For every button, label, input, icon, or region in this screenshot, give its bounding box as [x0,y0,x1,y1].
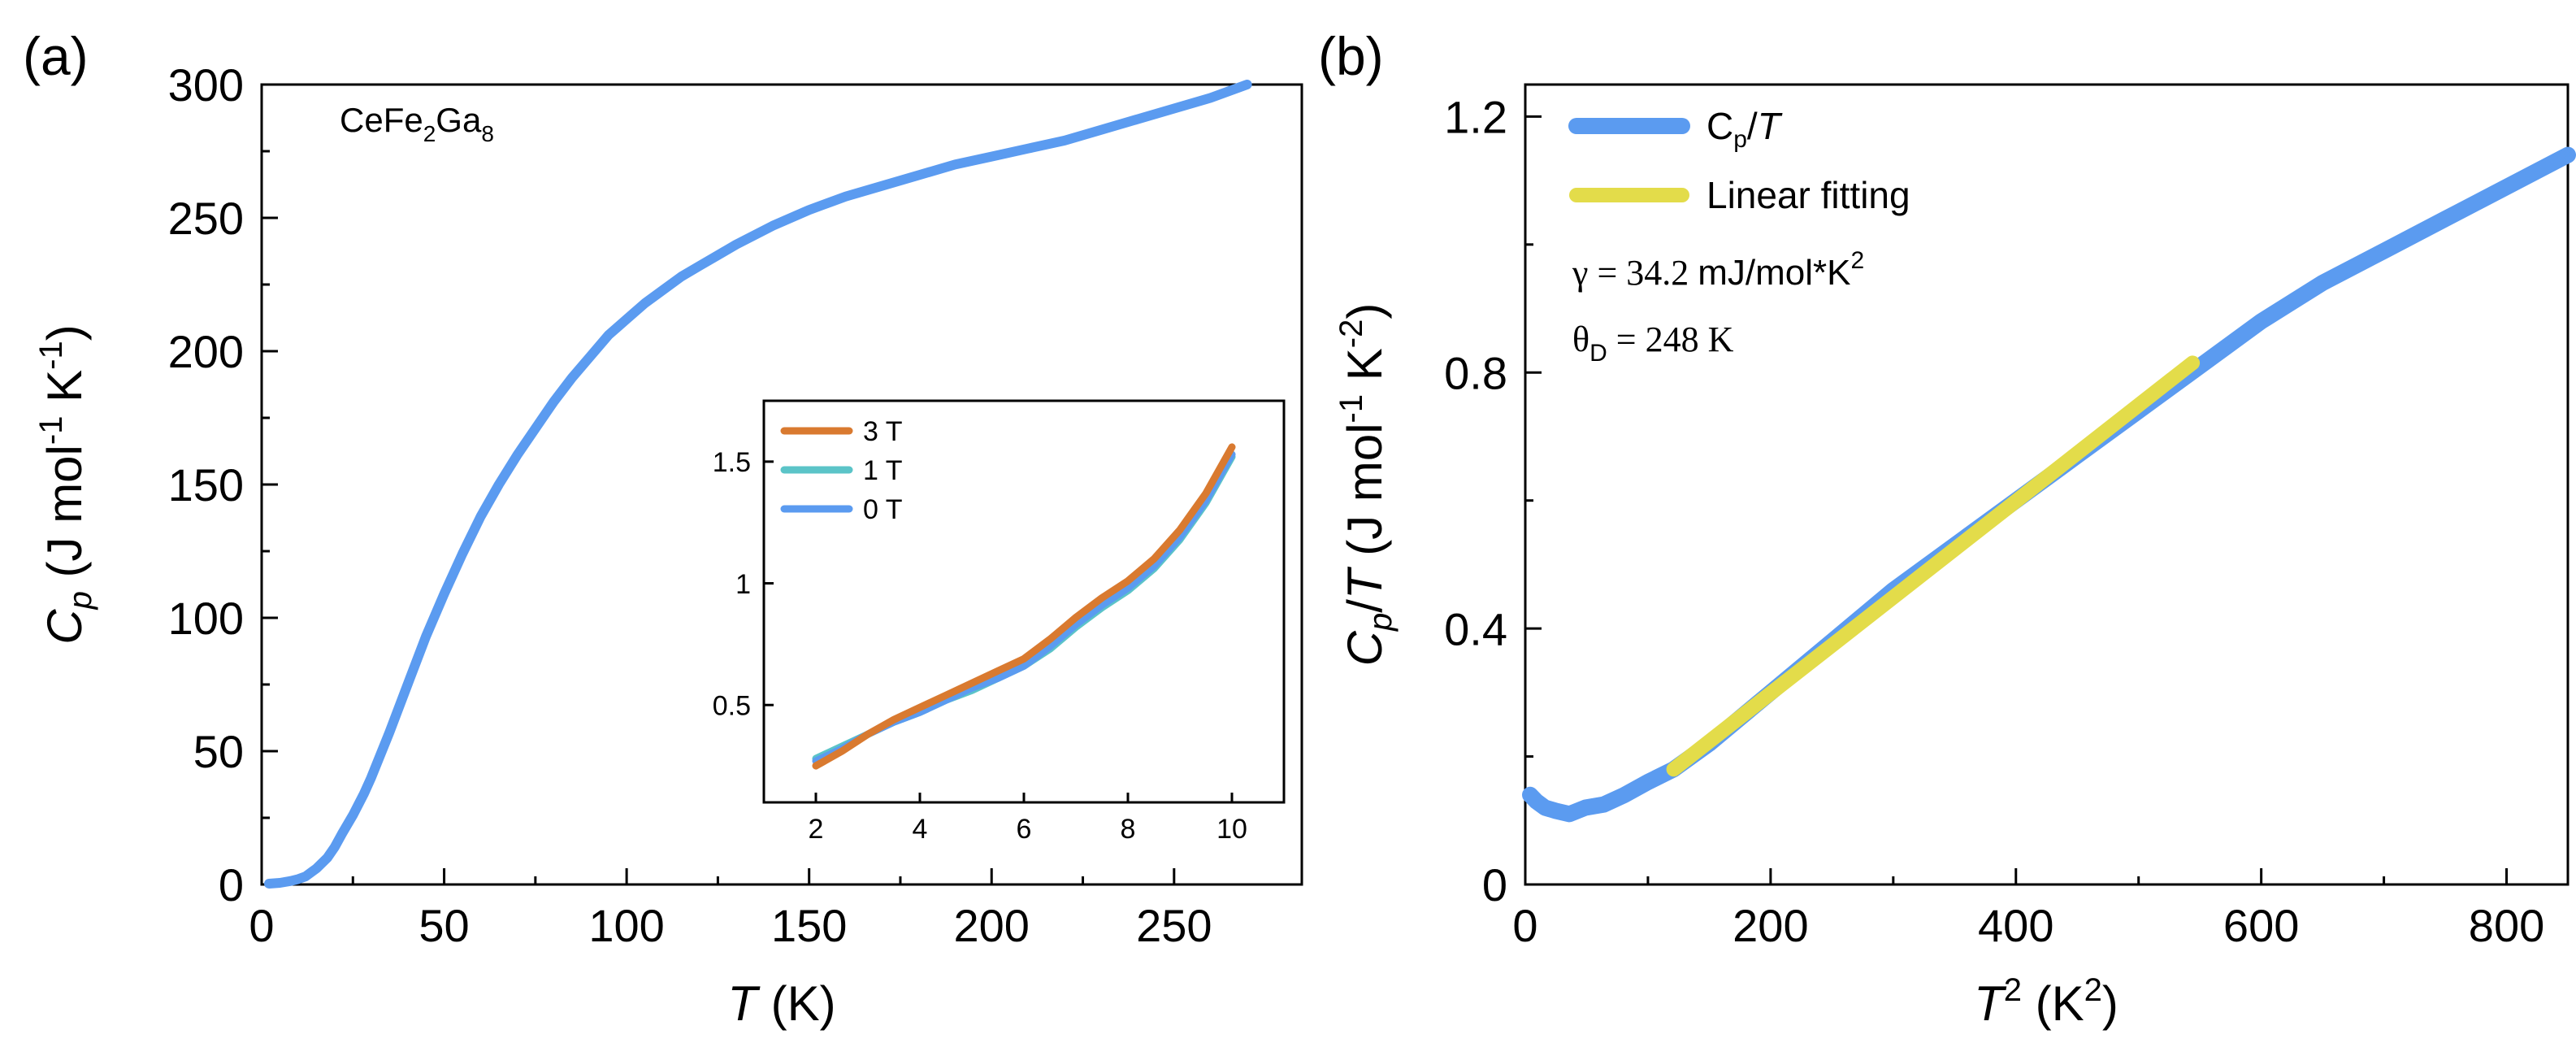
x-tick-label: 4 [913,814,928,845]
panel-a: (a) 0 50 100 150 200 250 0 50 100 150 200 250 300 C… [23,26,1303,1031]
x-tick-label: 50 [418,900,469,951]
x-tick-label: 0 [249,900,274,951]
gamma-annotation: γ = 34.2 mJ/mol*K2 [1572,247,1864,293]
legend-label-cp-over-t: Cp/T [1706,105,1783,153]
y-tick-label: 150 [168,459,244,511]
x-tick-label: 100 [588,900,664,951]
x-tick-label: 400 [1978,900,2053,951]
y-tick-label: 0.8 [1444,347,1507,398]
y-tick-label: 250 [168,193,244,244]
panel-b-y-axis-label: Cp/T (J mol-1 K-2) [1334,303,1399,667]
y-tick-label: 1 [735,569,751,600]
panel-b-frame [1524,83,2569,886]
panel-b-x-ticks: 0 200 400 600 800 [1512,868,2544,951]
x-tick-label: 2 [809,814,824,845]
y-tick-label: 300 [168,59,244,111]
y-tick-label: 200 [168,326,244,377]
panel-a-cp-line [264,80,1252,889]
panel-a-x-ticks: 0 50 100 150 200 250 [249,868,1212,951]
x-tick-label: 150 [771,900,847,951]
x-tick-label: 8 [1121,814,1136,845]
x-tick-label: 800 [2469,900,2544,951]
x-tick-label: 6 [1017,814,1032,845]
panel-b-linear-fit-line [1666,355,2201,777]
panel-a-compound-label: CeFe2Ga8 [340,101,494,146]
panel-b: (b) 0 200 400 600 800 0 0.4 0.8 1.2 Cp/T Linear… [1318,26,2576,1031]
panel-a-frame [260,83,1303,886]
x-tick-label: 200 [1733,900,1808,951]
inset-chart: 2 4 6 8 10 0.5 1 1.5 3 T 1 T 0 T [713,399,1286,845]
panel-b-x-axis-label: T2 (K2) [1974,972,2118,1031]
y-tick-label: 50 [193,726,244,777]
x-tick-label: 200 [954,900,1030,951]
panel-a-label: (a) [23,26,89,86]
inset-legend-label-3t: 3 T [863,416,903,447]
y-tick-label: 0.4 [1444,603,1507,654]
inset-legend-label-1t: 1 T [863,455,903,486]
panel-b-legend: Cp/T Linear fitting [1568,105,1910,216]
x-tick-label: 600 [2223,900,2299,951]
panel-b-label: (b) [1318,26,1384,86]
y-tick-label: 1.2 [1444,92,1507,143]
panel-a-y-ticks: 0 50 100 150 200 250 300 [168,59,278,910]
legend-label-linear-fitting: Linear fitting [1706,174,1910,216]
y-tick-label: 100 [168,593,244,644]
inset-frame [762,399,1286,804]
y-tick-label: 0 [219,859,244,910]
x-tick-label: 10 [1216,814,1247,845]
inset-legend-label-0t: 0 T [863,494,903,525]
y-tick-label: 0.5 [713,690,751,721]
x-tick-label: 250 [1136,900,1212,951]
inset-legend: 3 T 1 T 0 T [780,416,903,525]
inset-3t-line [812,443,1236,770]
y-tick-label: 0 [1482,859,1507,910]
inset-y-ticks: 0.5 1 1.5 [713,447,774,721]
theta-annotation: θD = 248 K [1572,319,1734,367]
panel-b-y-ticks: 0 0.4 0.8 1.2 [1444,92,1542,910]
panel-a-x-axis-label: T (K) [727,976,835,1031]
y-tick-label: 1.5 [713,447,751,478]
inset-x-ticks: 2 4 6 8 10 [809,793,1247,845]
panel-a-y-axis-label: Cp (J mol-1 K-1) [33,324,98,644]
x-tick-label: 0 [1512,900,1537,951]
